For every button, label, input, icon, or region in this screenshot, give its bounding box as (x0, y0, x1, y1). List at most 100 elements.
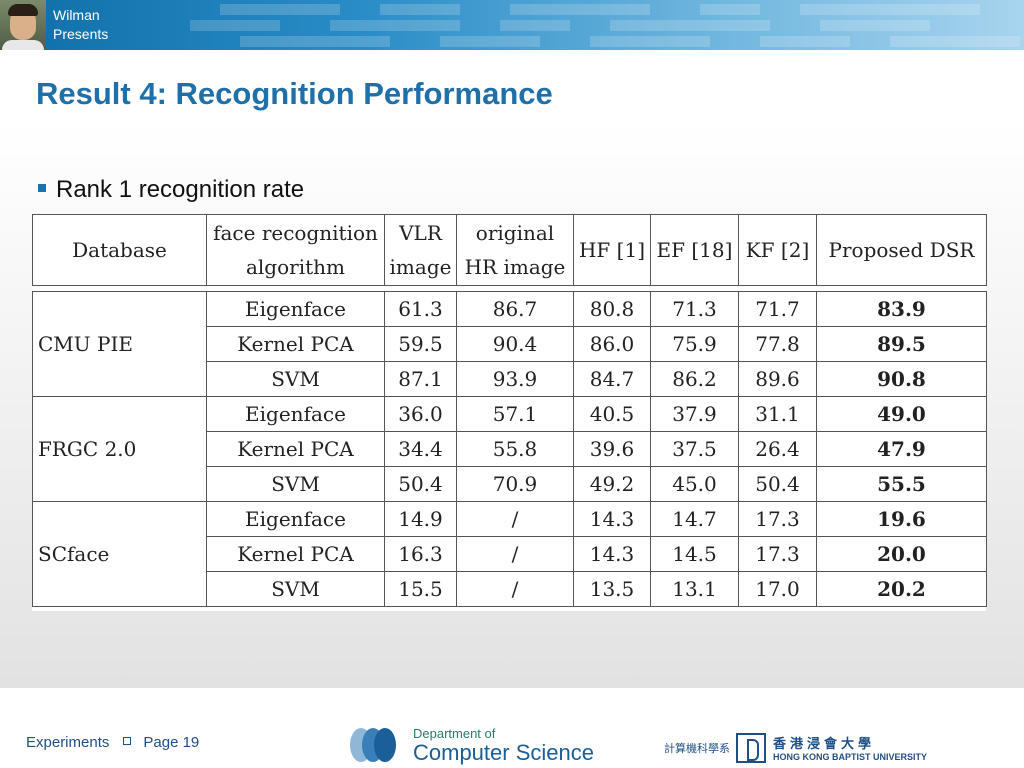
table-row: FRGC 2.0 Eigenface 36.0 57.1 40.5 37.9 31.1 49.… (32, 396, 987, 502)
table-row: Kernel PCA 16.3/14.3 14.5 17.3 20.0 (33, 536, 987, 572)
ef-cell: 86.2 (650, 361, 739, 397)
bullet-item: Rank 1 recognition rate (38, 176, 304, 204)
university-cjk: 香港浸會大學 (773, 736, 876, 751)
hr-cell: 57.1 (456, 396, 574, 432)
algorithm-cell: Kernel PCA (206, 326, 385, 362)
table-row: SCface Eigenface 14.9/14.3 14.7 17.3 19.6 (32, 501, 987, 607)
results-table-body: CMU PIE Eigenface 61.3 86.7 80.8 71.3 71.7 83.9… (32, 291, 987, 607)
department-cjk: 計算機科學系 (664, 743, 730, 755)
proposed-dsr-cell: 55.5 (816, 466, 987, 502)
proposed-dsr-cell: 49.0 (816, 396, 987, 432)
kf-cell: 17.3 (738, 536, 817, 572)
vlr-cell: 34.4 (384, 431, 457, 467)
department-logo-icon (350, 728, 396, 762)
table-row: Kernel PCA 34.4 55.8 39.6 37.5 26.4 47.9 (33, 431, 987, 467)
proposed-dsr-cell: 90.8 (816, 361, 987, 397)
header-pattern (180, 0, 1024, 50)
proposed-dsr-cell: 20.0 (816, 536, 987, 572)
hf-cell: 14.3 (573, 501, 651, 537)
department-name: Department of Computer Science (413, 727, 594, 765)
header-cell: face recognition algorithm (206, 214, 385, 286)
header-cell: HF [1] (573, 214, 651, 286)
algorithm-cell: Kernel PCA (206, 536, 385, 572)
ef-cell: 45.0 (650, 466, 739, 502)
ef-cell: 75.9 (650, 326, 739, 362)
algorithm-cell: SVM (206, 361, 385, 397)
kf-cell: 31.1 (738, 396, 817, 432)
kf-cell: 17.0 (738, 571, 817, 607)
hr-cell: 90.4 (456, 326, 574, 362)
header-cell: Proposed DSR (816, 214, 987, 286)
vlr-cell: 14.9 (384, 501, 457, 537)
header-cell: EF [18] (650, 214, 739, 286)
vlr-cell: 16.3 (384, 536, 457, 572)
algorithm-cell: SVM (206, 466, 385, 502)
hr-cell: / (456, 571, 574, 607)
vlr-cell: 36.0 (384, 396, 457, 432)
footer-section: Experiments (26, 734, 110, 751)
department-line1: Department of (413, 726, 496, 741)
hf-cell: 80.8 (573, 291, 651, 327)
hr-cell: 86.7 (456, 291, 574, 327)
hf-cell: 84.7 (573, 361, 651, 397)
kf-cell: 77.8 (738, 326, 817, 362)
hr-cell: / (456, 536, 574, 572)
kf-cell: 89.6 (738, 361, 817, 397)
header-cell: VLR image (384, 214, 457, 286)
vlr-cell: 50.4 (384, 466, 457, 502)
bullet-text: Rank 1 recognition rate (56, 176, 305, 203)
vlr-cell: 61.3 (384, 291, 457, 327)
kf-cell: 26.4 (738, 431, 817, 467)
ef-cell: 37.5 (650, 431, 739, 467)
footer (0, 688, 1024, 768)
header-row: Database face recognition algorithm VLR … (32, 214, 987, 286)
hr-cell: 70.9 (456, 466, 574, 502)
header-bar: Wilman Presents (0, 0, 1024, 50)
database-cell: SCface (32, 501, 207, 607)
page-number: Page 19 (143, 734, 200, 751)
hf-cell: 86.0 (573, 326, 651, 362)
proposed-dsr-cell: 89.5 (816, 326, 987, 362)
database-cell: CMU PIE (32, 291, 207, 397)
hf-cell: 39.6 (573, 431, 651, 467)
footer-separator-icon (123, 737, 132, 745)
hf-cell: 40.5 (573, 396, 651, 432)
ef-cell: 71.3 (650, 291, 739, 327)
footer-nav: Experiments Page 19 (26, 734, 199, 751)
table-row: SVM 50.4 70.9 49.2 45.0 50.4 55.5 (33, 466, 987, 502)
proposed-dsr-cell: 47.9 (816, 431, 987, 467)
hf-cell: 14.3 (573, 536, 651, 572)
university-name: 香港浸會大學 HONG KONG BAPTIST UNIVERSITY (773, 733, 927, 762)
results-table: Database face recognition algorithm VLR … (32, 214, 987, 611)
algorithm-cell: Kernel PCA (206, 431, 385, 467)
kf-cell: 50.4 (738, 466, 817, 502)
presenter-name: Wilman (53, 7, 100, 23)
presenter-label: Wilman Presents (53, 6, 108, 44)
vlr-cell: 87.1 (384, 361, 457, 397)
kf-cell: 71.7 (738, 291, 817, 327)
department-line2: Computer Science (413, 740, 594, 765)
slide-title: Result 4: Recognition Performance (36, 76, 553, 111)
vlr-cell: 59.5 (384, 326, 457, 362)
results-table-header: Database face recognition algorithm VLR … (32, 214, 987, 286)
header-cell: Database (32, 214, 207, 286)
table-row: SVM 15.5/13.5 13.1 17.0 20.2 (33, 571, 987, 607)
proposed-dsr-cell: 83.9 (816, 291, 987, 327)
university-en: HONG KONG BAPTIST UNIVERSITY (773, 752, 928, 762)
ef-cell: 37.9 (650, 396, 739, 432)
algorithm-cell: SVM (206, 571, 385, 607)
hr-cell: 93.9 (456, 361, 574, 397)
database-cell: FRGC 2.0 (32, 396, 207, 502)
ef-cell: 13.1 (650, 571, 739, 607)
proposed-dsr-cell: 19.6 (816, 501, 987, 537)
presenter-avatar (0, 0, 46, 50)
table-row: SVM 87.1 93.9 84.7 86.2 89.6 90.8 (33, 361, 987, 397)
table-row: Kernel PCA 59.5 90.4 86.0 75.9 77.8 89.5 (33, 326, 987, 362)
hr-cell: 55.8 (456, 431, 574, 467)
ef-cell: 14.7 (650, 501, 739, 537)
hf-cell: 13.5 (573, 571, 651, 607)
proposed-dsr-cell: 20.2 (816, 571, 987, 607)
header-cell: original HR image (456, 214, 574, 286)
hf-cell: 49.2 (573, 466, 651, 502)
algorithm-cell: Eigenface (206, 396, 385, 432)
